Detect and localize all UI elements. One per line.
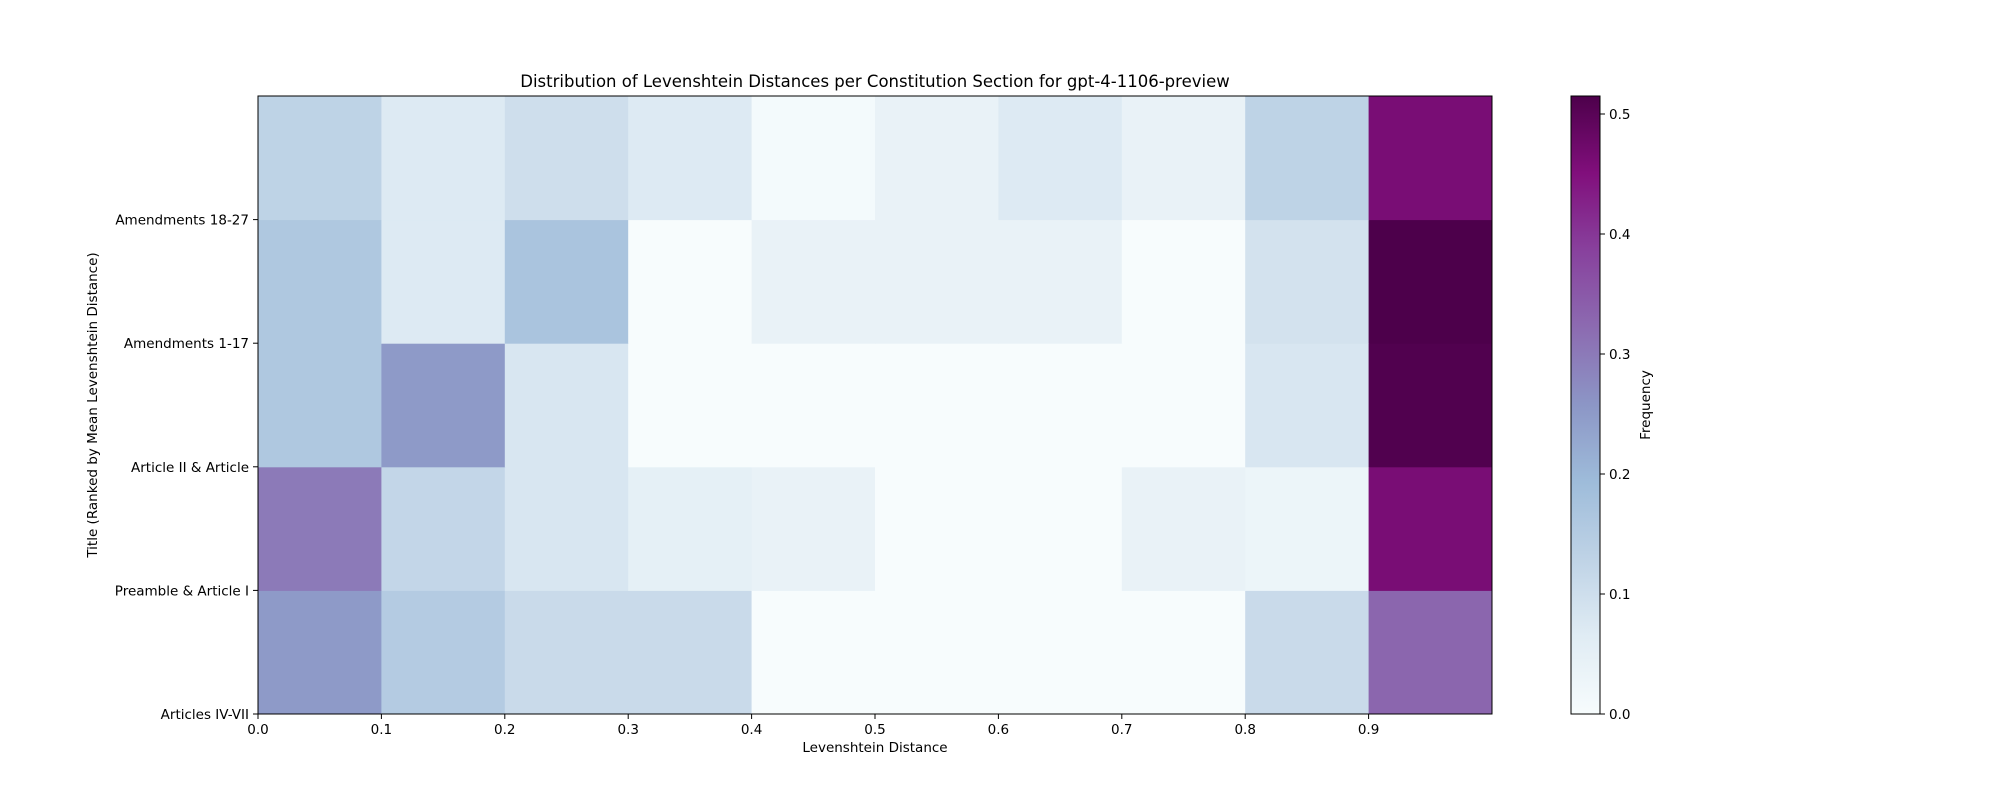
heatmap-cell (998, 343, 1123, 468)
heatmap-cell (504, 96, 629, 221)
chart-title: Distribution of Levenshtein Distances pe… (520, 72, 1229, 91)
heatmap-cell (258, 590, 382, 715)
heatmap-cell (1121, 219, 1246, 344)
heatmap-cell (1368, 590, 1493, 715)
heatmap-cell (875, 590, 999, 715)
heatmap-cell (628, 219, 753, 344)
x-tick-label: 0.5 (864, 722, 885, 738)
colorbar-tick-label: 0.5 (1609, 107, 1630, 123)
heatmap-cell (504, 590, 629, 715)
x-tick-label: 0.1 (371, 722, 392, 738)
heatmap-cell (258, 96, 382, 221)
heatmap-cell (998, 466, 1123, 591)
heatmap-cell (875, 343, 999, 468)
heatmap-cell (258, 219, 382, 344)
colorbar-tick-label: 0.0 (1609, 707, 1630, 723)
y-tick-label: Amendments 1-17 (124, 336, 249, 352)
x-axis-ticks: 0.0 0.1 0.2 0.3 0.4 0.5 0.6 0.7 0.8 0.9 (247, 714, 1379, 738)
colorbar-title: Frequency (1638, 370, 1654, 440)
colorbar-tick-label: 0.2 (1609, 467, 1630, 483)
heatmap-cell (381, 219, 506, 344)
x-tick-label: 0.4 (741, 722, 762, 738)
heatmap-cell (875, 219, 999, 344)
x-tick-label: 0.3 (617, 722, 638, 738)
heatmap-cell (381, 96, 506, 221)
heatmap-cells (258, 96, 1493, 715)
heatmap-cell (1121, 590, 1246, 715)
heatmap-cell (1368, 343, 1493, 468)
heatmap-cell (504, 343, 629, 468)
heatmap-cell (628, 343, 753, 468)
heatmap-cell (258, 343, 382, 468)
y-axis-ticks: Articles IV-VII Preamble & Article I Artic… (115, 213, 258, 723)
heatmap-cell (751, 96, 876, 221)
heatmap-cell (504, 466, 629, 591)
colorbar-tick-label: 0.3 (1609, 347, 1630, 363)
colorbar-tick-label: 0.4 (1609, 227, 1630, 243)
heatmap-cell (751, 590, 876, 715)
y-tick-label: Preamble & Article I (115, 583, 249, 599)
heatmap-cell (628, 590, 753, 715)
heatmap-cell (998, 219, 1123, 344)
x-tick-label: 0.6 (988, 722, 1009, 738)
colorbar-ticks: 0.0 0.1 0.2 0.3 0.4 0.5 (1600, 107, 1630, 723)
heatmap-cell (998, 590, 1123, 715)
heatmap-cell (381, 590, 506, 715)
heatmap-cell (1121, 96, 1246, 221)
heatmap-cell (875, 466, 999, 591)
heatmap-cell (504, 219, 629, 344)
heatmap-cell (998, 96, 1123, 221)
y-tick-label: Article II & Article (131, 460, 249, 476)
heatmap-cell (751, 343, 876, 468)
heatmap-cell (1245, 219, 1370, 344)
heatmap-cell (875, 96, 999, 221)
heatmap-cell (1245, 590, 1370, 715)
heatmap-cell (1368, 219, 1493, 344)
heatmap-cell (258, 466, 382, 591)
heatmap-cell (381, 466, 506, 591)
x-tick-label: 0.0 (247, 722, 268, 738)
heatmap-cell (1245, 343, 1370, 468)
heatmap-cell (628, 96, 753, 221)
y-tick-label: Amendments 18-27 (115, 213, 249, 229)
heatmap-cell (1121, 343, 1246, 468)
y-tick-label: Articles IV-VII (161, 707, 249, 723)
heatmap-cell (1121, 466, 1246, 591)
x-tick-label: 0.8 (1234, 722, 1255, 738)
heatmap-cell (381, 343, 506, 468)
heatmap-cell (751, 219, 876, 344)
heatmap-cell (751, 466, 876, 591)
heatmap-cell (628, 466, 753, 591)
heatmap-cell (1368, 96, 1493, 221)
colorbar (1570, 95, 1601, 715)
x-tick-label: 0.7 (1111, 722, 1132, 738)
x-tick-label: 0.9 (1358, 722, 1379, 738)
heatmap-cell (1245, 466, 1370, 591)
heatmap-cell (1368, 466, 1493, 591)
y-axis-title: Title (Ranked by Mean Levenshtein Distan… (85, 252, 101, 558)
colorbar-tick-label: 0.1 (1609, 587, 1630, 603)
heatmap-cell (1245, 96, 1370, 221)
x-axis-title: Levenshtein Distance (802, 740, 947, 756)
x-tick-label: 0.2 (494, 722, 515, 738)
